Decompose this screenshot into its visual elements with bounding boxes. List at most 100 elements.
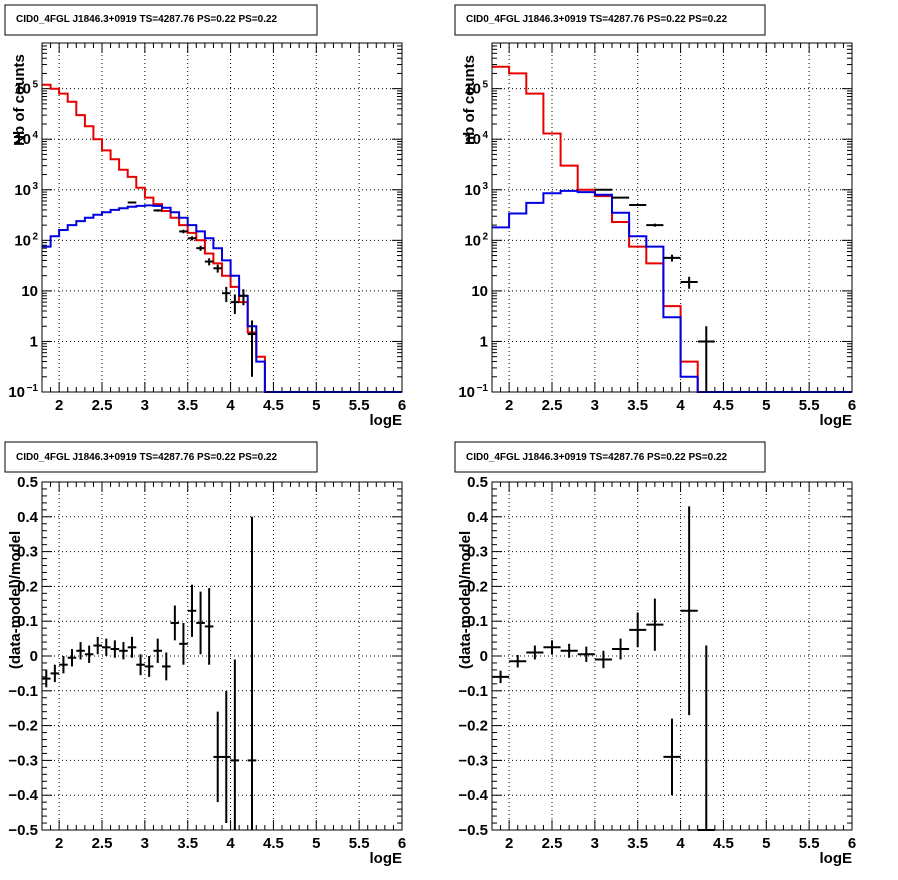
x-tick-label: 6 bbox=[398, 397, 406, 414]
y-tick-label: 0.4 bbox=[467, 509, 489, 526]
y-tick-label: 0.5 bbox=[467, 474, 488, 491]
y-tick-exponent: 2 bbox=[32, 231, 38, 242]
y-tick-exponent: 5 bbox=[32, 80, 38, 91]
x-tick-label: 3 bbox=[141, 397, 149, 414]
data-point bbox=[646, 223, 664, 227]
plot-frame bbox=[491, 42, 853, 393]
plot-frame bbox=[41, 481, 403, 831]
data-point bbox=[247, 320, 257, 377]
grid bbox=[492, 43, 852, 392]
x-tick-label: 2.5 bbox=[542, 397, 563, 414]
data-point bbox=[93, 636, 102, 655]
y-tick-label: −0.3 bbox=[8, 752, 38, 769]
data-point bbox=[560, 643, 578, 658]
y-tick-base: 10 bbox=[21, 283, 38, 300]
x-tick-label: 5 bbox=[762, 835, 770, 852]
y-tick-label: 0.5 bbox=[17, 474, 38, 491]
data-point bbox=[509, 654, 527, 668]
y-tick-base: 10 bbox=[464, 182, 481, 199]
y-tick-exponent: −1 bbox=[477, 383, 489, 394]
y-tick-exponent: −1 bbox=[27, 383, 39, 394]
y-tick-base: 10 bbox=[471, 283, 488, 300]
y-tick-label: 310 bbox=[464, 181, 488, 199]
x-tick-label: 2 bbox=[505, 397, 513, 414]
y-tick-exponent: 5 bbox=[482, 80, 488, 91]
y-tick-label: 0.2 bbox=[17, 578, 38, 595]
data-point bbox=[127, 636, 137, 658]
data-point bbox=[42, 669, 51, 688]
panel-top-right: CID0_4FGL J1846.3+0919 TS=4287.76 PS=0.2… bbox=[454, 4, 856, 429]
data-point bbox=[663, 718, 681, 796]
y-tick-label: −110 bbox=[458, 383, 488, 401]
data-point bbox=[153, 209, 162, 212]
x-tick-label: 4.5 bbox=[263, 835, 284, 852]
x-axis-label: logE bbox=[820, 850, 853, 867]
x-tick-label: 5 bbox=[762, 397, 770, 414]
y-axis-label: (data-model)/model bbox=[457, 531, 474, 669]
x-tick-label: 5.5 bbox=[799, 835, 820, 852]
y-tick-label: −0.2 bbox=[458, 718, 488, 735]
y-tick-label: 210 bbox=[464, 231, 488, 249]
data-point bbox=[76, 642, 85, 660]
y-tick-base: 10 bbox=[8, 384, 25, 401]
y-tick-label: 0 bbox=[480, 648, 488, 665]
data-point bbox=[204, 588, 214, 665]
y-tick-label: 310 bbox=[14, 181, 38, 199]
data-point bbox=[179, 622, 188, 665]
data-point bbox=[239, 289, 248, 306]
x-tick-label: 3 bbox=[591, 835, 599, 852]
x-axis-label: logE bbox=[820, 412, 853, 429]
panel-top-left: CID0_4FGL J1846.3+0919 TS=4287.76 PS=0.2… bbox=[4, 4, 406, 429]
y-tick-label: −0.4 bbox=[458, 787, 488, 804]
x-tick-label: 2 bbox=[55, 397, 63, 414]
plot-area bbox=[492, 43, 852, 392]
x-tick-label: 3.5 bbox=[627, 397, 648, 414]
y-tick-label: −0.5 bbox=[8, 822, 38, 839]
y-tick-label: 0.3 bbox=[17, 544, 38, 561]
y-tick-base: 1 bbox=[30, 333, 38, 350]
x-axis-label: logE bbox=[370, 412, 403, 429]
plot-frame bbox=[41, 42, 403, 393]
data-point bbox=[577, 646, 595, 662]
y-tick-label: −0.2 bbox=[8, 718, 38, 735]
y-tick-base: 10 bbox=[14, 131, 31, 148]
x-tick-label: 5.5 bbox=[799, 397, 820, 414]
data-point bbox=[663, 254, 681, 262]
grid bbox=[42, 482, 402, 830]
data-point bbox=[136, 654, 145, 676]
chart-title: CID0_4FGL J1846.3+0919 TS=4287.76 PS=0.2… bbox=[16, 452, 278, 463]
plot-area bbox=[42, 43, 402, 392]
x-tick-label: 2.5 bbox=[542, 835, 563, 852]
data-point bbox=[67, 649, 77, 667]
y-tick-label: −0.1 bbox=[8, 683, 38, 700]
x-tick-label: 4 bbox=[676, 397, 685, 414]
x-tick-label: 4.5 bbox=[713, 835, 734, 852]
data-point bbox=[526, 645, 544, 660]
x-tick-label: 3.5 bbox=[627, 835, 648, 852]
y-tick-base: 10 bbox=[14, 182, 31, 199]
y-axis-label: nb of counts bbox=[461, 55, 478, 145]
x-tick-label: 4 bbox=[676, 835, 685, 852]
x-tick-label: 3 bbox=[141, 835, 149, 852]
y-tick-label: 410 bbox=[14, 130, 38, 148]
y-tick-label: 10 bbox=[21, 283, 38, 300]
data-point bbox=[127, 201, 137, 204]
x-tick-label: 5.5 bbox=[349, 835, 370, 852]
y-tick-label: −0.1 bbox=[458, 683, 488, 700]
data-point bbox=[110, 640, 120, 658]
y-tick-base: 10 bbox=[14, 232, 31, 249]
data-point bbox=[222, 286, 231, 303]
data-point bbox=[204, 258, 214, 266]
y-tick-label: 0 bbox=[30, 648, 38, 665]
y-tick-base: 10 bbox=[14, 81, 31, 98]
y-tick-label: 1 bbox=[30, 333, 38, 350]
chart-title: CID0_4FGL J1846.3+0919 TS=4287.76 PS=0.2… bbox=[466, 452, 728, 463]
data-point bbox=[196, 245, 205, 251]
y-tick-label: 0.3 bbox=[467, 544, 488, 561]
panel-bottom-left: CID0_4FGL J1846.3+0919 TS=4287.76 PS=0.2… bbox=[4, 441, 406, 867]
data-point bbox=[196, 591, 205, 655]
data-point bbox=[213, 264, 222, 273]
y-tick-exponent: 4 bbox=[482, 130, 488, 141]
x-tick-label: 5.5 bbox=[349, 397, 370, 414]
